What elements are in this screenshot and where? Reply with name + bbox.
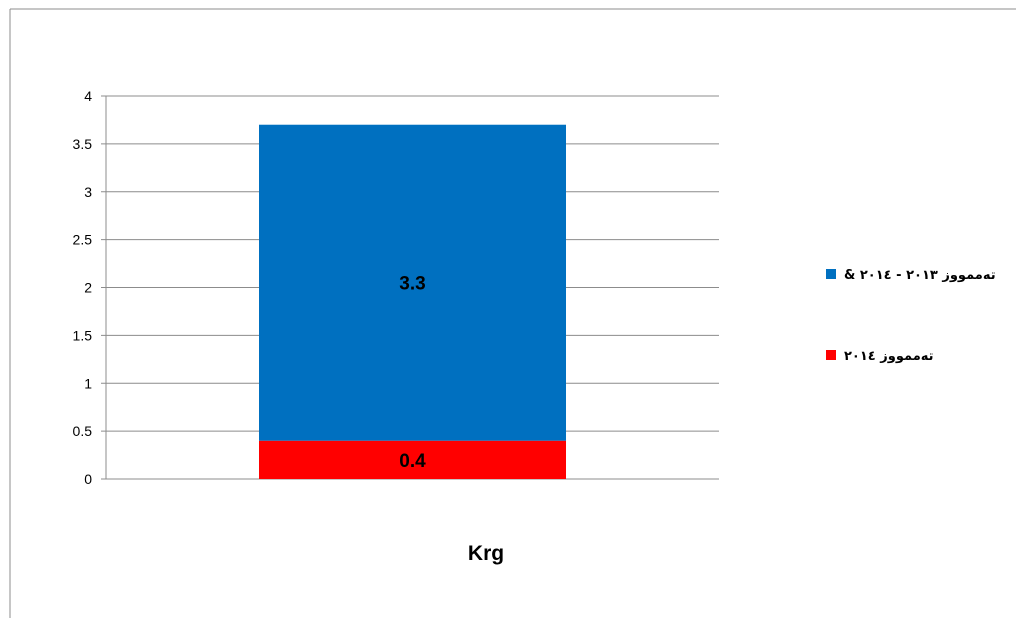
- y-tick-label: 1: [84, 375, 92, 391]
- legend-swatch: [826, 269, 836, 279]
- y-tick-label: 2: [84, 280, 92, 296]
- legend: تەممووز ٢٠١٣ - ٢٠١٤ & تەممووز ٢٠١٤: [826, 268, 996, 364]
- legend-label: تەممووز ٢٠١٤: [844, 349, 934, 364]
- y-tick-label: 0.5: [73, 423, 93, 439]
- y-tick-label: 0: [84, 471, 92, 487]
- data-labels: 0.4 3.3: [399, 274, 426, 472]
- bar-segment: [259, 124, 566, 441]
- y-tick-label: 4: [84, 88, 92, 104]
- y-tick-label: 2.5: [73, 232, 93, 248]
- legend-label: تەممووز ٢٠١٣ - ٢٠١٤ &: [844, 268, 996, 283]
- y-tick-label: 3: [84, 184, 92, 200]
- bars: [259, 124, 566, 479]
- y-tick-label: 1.5: [73, 327, 93, 343]
- y-tick-label: 3.5: [73, 136, 93, 152]
- data-label: 0.4: [399, 451, 426, 472]
- bar-segment: [259, 440, 566, 479]
- data-label: 3.3: [399, 274, 425, 295]
- y-axis-ticks: 0 0.5 1 1.5 2 2.5 3 3.5 4: [73, 88, 93, 487]
- x-category-label: Krg: [468, 542, 504, 565]
- legend-swatch: [826, 350, 836, 360]
